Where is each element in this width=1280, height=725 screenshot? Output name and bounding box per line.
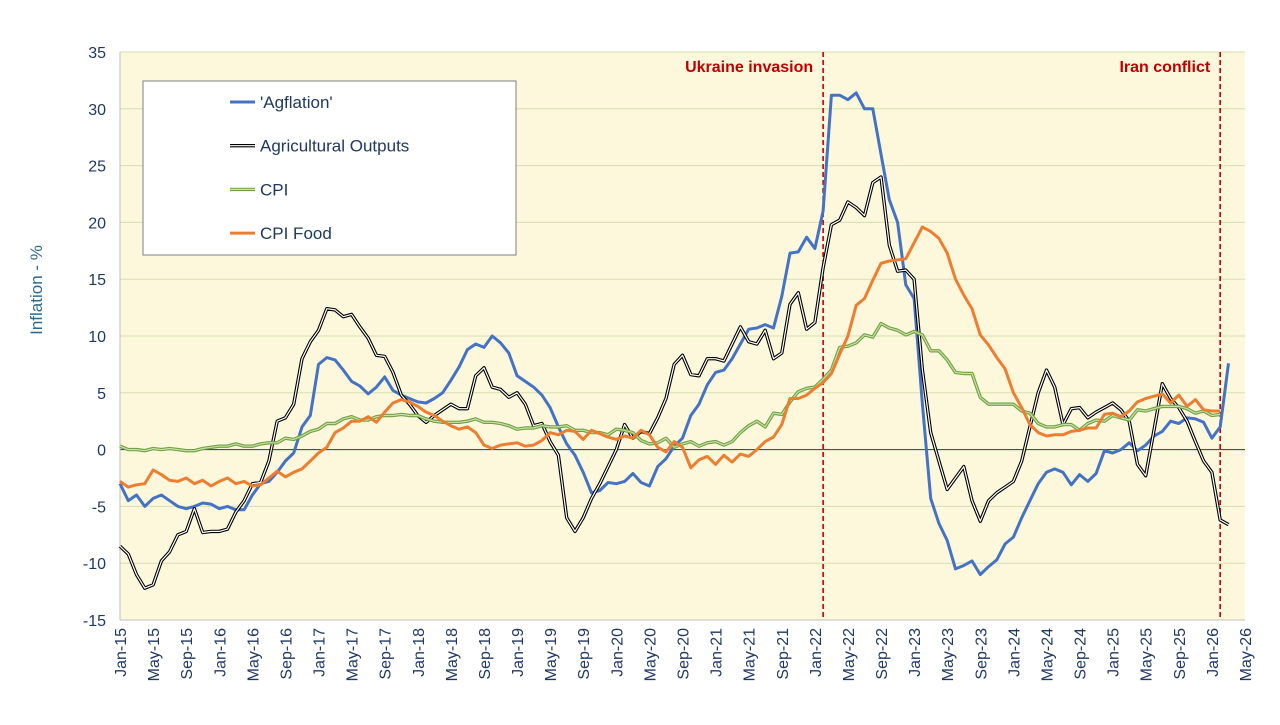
x-tick-label: May-15 — [146, 628, 163, 681]
x-tick-label: Jan-18 — [411, 628, 428, 677]
x-tick-label: Jan-23 — [907, 628, 924, 677]
x-tick-label: May-25 — [1139, 628, 1156, 681]
x-tick-label: May-20 — [642, 628, 659, 681]
y-tick-label: 20 — [88, 215, 106, 232]
y-tick-label: 30 — [88, 102, 106, 119]
legend-label: Agricultural Outputs — [260, 137, 409, 156]
x-tick-label: Sep-25 — [1172, 628, 1189, 680]
y-tick-label: 25 — [88, 159, 106, 176]
x-tick-label: Sep-16 — [278, 628, 295, 680]
x-tick-label: Sep-21 — [775, 628, 792, 680]
series-line — [119, 225, 1221, 489]
x-tick-label: May-16 — [245, 628, 262, 681]
legend-label: 'Agflation' — [260, 93, 333, 112]
x-tick-label: Sep-17 — [378, 628, 395, 680]
series-line-inner — [119, 322, 1221, 452]
x-tick-label: Sep-19 — [576, 628, 593, 680]
series-line-inner — [119, 176, 1229, 589]
x-tick-label: Jan-24 — [1006, 628, 1023, 677]
x-tick-label: Sep-22 — [874, 628, 891, 680]
y-tick-label: 15 — [88, 272, 106, 289]
legend-label: CPI Food — [260, 224, 332, 243]
y-tick-label: 5 — [97, 386, 106, 403]
x-tick-label: May-18 — [444, 628, 461, 681]
x-tick-label: May-22 — [841, 628, 858, 681]
x-tick-label: Jan-19 — [510, 628, 527, 677]
y-tick-label: 0 — [97, 443, 106, 460]
x-tick-label: May-21 — [742, 628, 759, 681]
x-tick-label: Jan-17 — [312, 628, 329, 677]
x-tick-label: Jan-15 — [113, 628, 130, 677]
x-tick-label: Sep-24 — [1073, 628, 1090, 680]
x-tick-label: Jan-20 — [609, 628, 626, 677]
y-tick-label: -15 — [83, 613, 106, 630]
x-tick-label: May-17 — [345, 628, 362, 681]
y-axis-label: Inflation - % — [27, 245, 46, 335]
x-tick-label: Jan-16 — [212, 628, 229, 677]
x-tick-label: May-19 — [543, 628, 560, 681]
x-tick-label: Sep-15 — [179, 628, 196, 680]
x-tick-label: Sep-23 — [973, 628, 990, 680]
x-tick-label: Jan-25 — [1106, 628, 1123, 677]
x-tick-label: Sep-18 — [477, 628, 494, 680]
legend-box — [142, 80, 517, 256]
x-tick-label: May-24 — [1039, 628, 1056, 681]
x-tick-label: Jan-21 — [709, 628, 726, 677]
y-tick-label: -10 — [83, 556, 106, 573]
x-tick-label: May-26 — [1238, 628, 1255, 681]
x-tick-label: Jan-22 — [808, 628, 825, 677]
x-tick-label: Sep-20 — [676, 628, 693, 680]
x-tick-label: Jan-26 — [1205, 628, 1222, 677]
x-tick-label: May-23 — [940, 628, 957, 681]
annotation: Iran conflict — [1119, 59, 1210, 76]
y-tick-label: 35 — [88, 45, 106, 62]
legend: 'Agflation' Agricultural Outputs CPI CPI Fo… — [142, 80, 517, 256]
legend-label: CPI — [260, 180, 288, 199]
annotation: Ukraine invasion — [685, 59, 813, 76]
y-tick-label: -5 — [92, 499, 106, 516]
y-tick-label: 10 — [88, 329, 106, 346]
